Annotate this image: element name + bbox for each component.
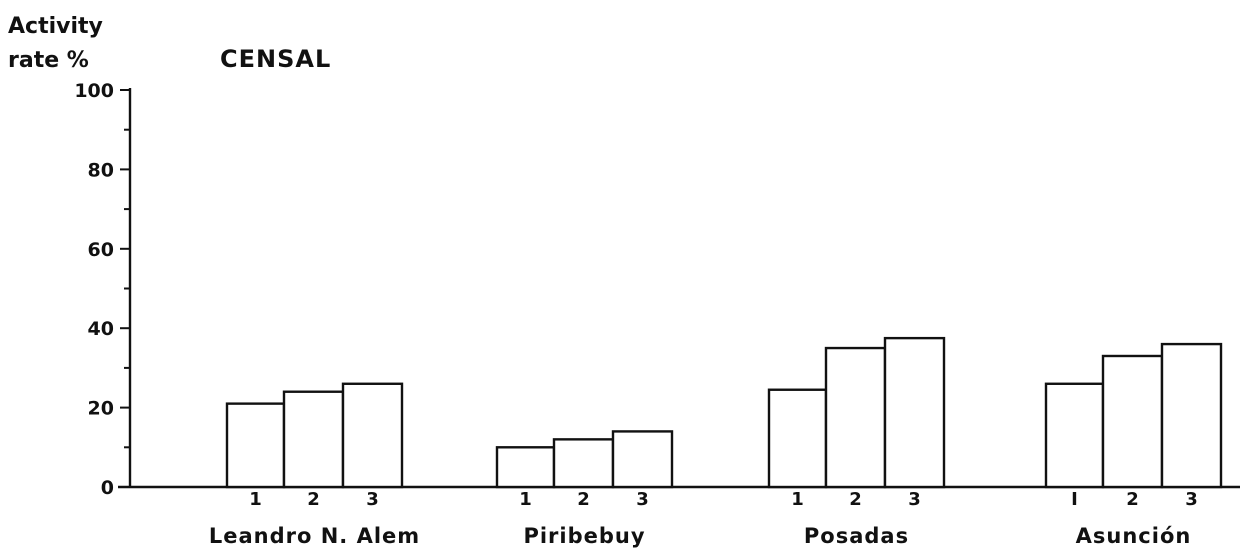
bar-sub-label: 2 (307, 489, 320, 510)
y-tick-label: 0 (101, 477, 114, 499)
chart-title: CENSAL (220, 45, 331, 73)
bar (824, 346, 887, 489)
bar-group (495, 430, 674, 489)
bar (495, 446, 556, 489)
bar-sub-label: I (1071, 489, 1078, 510)
bar-sub-label: 1 (519, 489, 532, 510)
category-label: Piribebuy (523, 524, 645, 548)
category-label: Posadas (804, 524, 909, 548)
bar (552, 438, 615, 489)
y-tick-label: 40 (88, 318, 114, 340)
bar-sub-label: 3 (636, 489, 649, 510)
bar-group (1044, 342, 1223, 489)
bar (225, 402, 286, 489)
y-tick-label: 80 (88, 159, 114, 181)
bar (282, 390, 345, 489)
bar (1044, 382, 1105, 489)
y-axis-label-line1: Activity (8, 14, 103, 39)
category-label: Asunción (1076, 524, 1192, 548)
bar (767, 388, 828, 489)
bar-sub-label: 2 (849, 489, 862, 510)
bar-sub-label: 3 (908, 489, 921, 510)
y-tick-label: 20 (88, 398, 114, 420)
bar (341, 382, 404, 489)
bar-sub-label: 3 (1185, 489, 1198, 510)
bar (611, 430, 674, 489)
bar (1101, 354, 1164, 489)
bar (1160, 342, 1223, 489)
bar-sub-label: 2 (577, 489, 590, 510)
bar-group (767, 336, 946, 489)
y-axis-label-line2: rate % (8, 48, 89, 73)
y-tick-label: 60 (88, 239, 114, 261)
bar-group (225, 382, 404, 489)
category-label: Leandro N. Alem (209, 524, 420, 548)
bar-sub-label: 1 (791, 489, 804, 510)
bar-sub-label: 3 (366, 489, 379, 510)
bar-sub-label: 2 (1126, 489, 1139, 510)
bars (225, 336, 1223, 489)
bar-sub-label: 1 (249, 489, 262, 510)
bar (883, 336, 946, 489)
y-tick-label: 100 (74, 80, 114, 102)
labels: 1 2 3 Leandro N. Alem 1 2 3 Piribebuy 1 2 3 Posadas… (209, 489, 1198, 548)
